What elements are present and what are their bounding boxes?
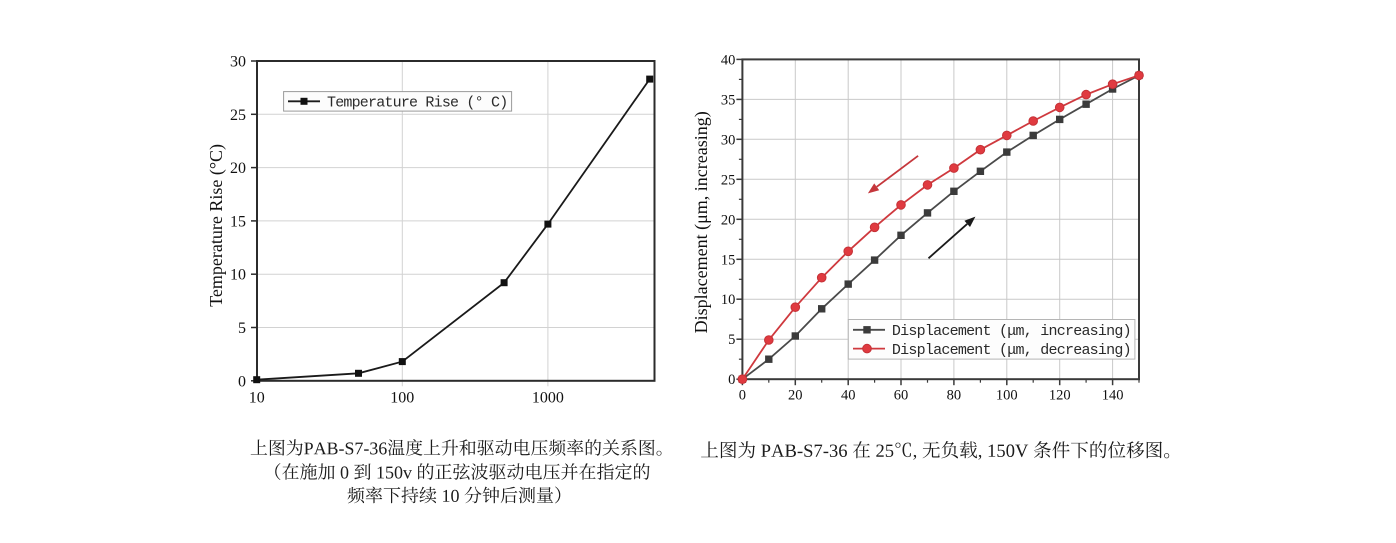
svg-text:60: 60 <box>894 387 909 403</box>
svg-text:0: 0 <box>728 372 735 388</box>
svg-text:40: 40 <box>841 387 856 403</box>
svg-text:35: 35 <box>721 92 736 108</box>
svg-text:100: 100 <box>996 387 1018 403</box>
svg-text:25: 25 <box>721 172 736 188</box>
svg-text:30: 30 <box>721 132 736 148</box>
svg-text:10: 10 <box>249 390 265 407</box>
svg-text:40: 40 <box>721 52 736 68</box>
svg-text:10: 10 <box>230 267 246 284</box>
svg-text:Temperature Rise (°C): Temperature Rise (°C) <box>206 144 227 307</box>
svg-text:15: 15 <box>721 252 736 268</box>
svg-text:0: 0 <box>238 373 246 390</box>
svg-text:30: 30 <box>230 54 246 71</box>
svg-text:120: 120 <box>1049 387 1071 403</box>
svg-text:Displacement (μm, increasing): Displacement (μm, increasing) <box>892 323 1131 340</box>
svg-text:Displacement (μm, increasing): Displacement (μm, increasing) <box>691 111 712 333</box>
svg-text:140: 140 <box>1102 387 1124 403</box>
svg-text:20: 20 <box>230 160 246 177</box>
svg-text:20: 20 <box>788 387 803 403</box>
svg-text:100: 100 <box>390 390 414 407</box>
svg-text:10: 10 <box>721 292 736 308</box>
svg-text:5: 5 <box>238 320 246 337</box>
svg-text:80: 80 <box>947 387 962 403</box>
svg-text:25: 25 <box>230 107 246 124</box>
svg-text:5: 5 <box>728 332 735 348</box>
svg-text:Displacement (μm, decreasing): Displacement (μm, decreasing) <box>892 342 1131 359</box>
svg-text:Temperature Rise (° C): Temperature Rise (° C) <box>327 95 507 112</box>
svg-text:20: 20 <box>721 212 736 228</box>
svg-text:0: 0 <box>739 387 746 403</box>
svg-text:15: 15 <box>230 213 246 230</box>
svg-text:1000: 1000 <box>532 390 564 407</box>
